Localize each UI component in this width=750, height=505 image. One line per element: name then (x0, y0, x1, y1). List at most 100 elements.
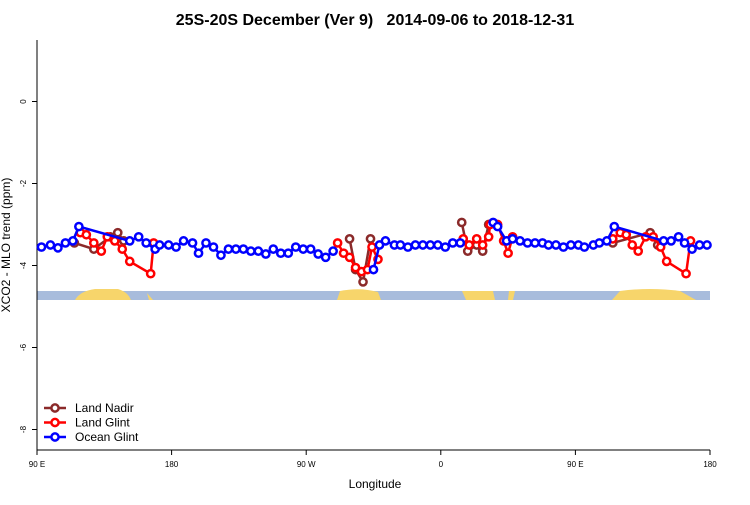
point (187, 238, 198, 248)
point (68, 236, 78, 246)
y-tick-label: -4 (19, 261, 28, 269)
land-mask (37, 289, 710, 300)
point (253, 246, 264, 256)
point (171, 242, 181, 252)
point (141, 238, 152, 248)
point (96, 246, 107, 256)
point (117, 244, 128, 254)
point (666, 236, 676, 246)
legend-label: Land Glint (75, 416, 130, 430)
point (621, 229, 632, 240)
point (365, 234, 376, 244)
point (566, 240, 576, 250)
legend-label: Land Nadir (75, 401, 134, 415)
point (201, 238, 211, 248)
x-tick-label: 90 W (297, 460, 316, 469)
point (633, 246, 644, 256)
point (456, 217, 467, 228)
point (36, 242, 47, 252)
legend-marker (50, 403, 60, 413)
point (627, 240, 638, 250)
point (702, 240, 712, 250)
point (507, 234, 518, 244)
point (124, 236, 135, 246)
point (594, 238, 605, 248)
x-tick-label: 0 (439, 460, 444, 469)
point (81, 229, 92, 240)
y-tick-label: -2 (19, 179, 28, 187)
point (579, 242, 590, 252)
point (208, 242, 219, 252)
y-tick-label: -8 (19, 425, 28, 433)
point (380, 236, 391, 246)
point (395, 240, 406, 250)
point (609, 221, 620, 232)
point (681, 268, 691, 279)
point (124, 256, 135, 267)
point (410, 240, 421, 250)
point (298, 244, 309, 254)
land-blob (508, 291, 515, 300)
legend-marker (50, 417, 60, 428)
point (231, 244, 241, 254)
point (320, 252, 331, 263)
y-tick-label: -6 (19, 343, 28, 351)
point (418, 240, 428, 250)
point (53, 243, 63, 253)
point (503, 248, 513, 259)
land-blob (462, 291, 495, 300)
x-tick-label: 180 (703, 460, 717, 469)
point (275, 248, 286, 259)
point (223, 244, 234, 254)
point (368, 264, 379, 275)
point (679, 238, 690, 248)
point (88, 238, 99, 248)
point (440, 242, 451, 252)
point (74, 221, 84, 232)
point (464, 240, 475, 250)
point (530, 238, 540, 248)
point (522, 238, 533, 248)
point (246, 246, 256, 256)
point (558, 242, 569, 252)
point (403, 242, 413, 252)
point (471, 234, 482, 244)
point (332, 238, 343, 248)
point (193, 248, 204, 259)
point (45, 240, 56, 250)
point (432, 240, 443, 250)
point (344, 252, 355, 263)
point (133, 231, 144, 242)
point (447, 238, 458, 248)
point (305, 244, 316, 254)
x-tick-label: 180 (165, 460, 179, 469)
y-axis-label: XCO2 - MLO trend (ppm) (0, 178, 13, 313)
chart-title: 25S-20S December (Ver 9) 2014-09-06 to 2… (176, 12, 575, 29)
land-blob (337, 289, 381, 300)
legend-marker (50, 432, 60, 442)
point (492, 221, 503, 232)
x-tick-label: 90 E (29, 460, 45, 469)
point (290, 242, 301, 252)
point (344, 234, 355, 244)
point (515, 236, 525, 246)
point (60, 238, 71, 248)
point (477, 240, 488, 250)
point (551, 240, 561, 250)
point (216, 250, 226, 261)
point (658, 236, 669, 246)
x-axis-label: Longitude (349, 477, 402, 491)
point (145, 268, 156, 279)
land-blob (612, 289, 696, 300)
point (425, 240, 436, 250)
point (238, 244, 249, 254)
point (358, 277, 368, 287)
point (260, 249, 271, 259)
point (313, 249, 324, 259)
point (154, 240, 165, 250)
point (673, 231, 684, 242)
point (455, 238, 466, 248)
y-tick-label: 0 (19, 99, 28, 104)
point (694, 240, 705, 250)
point (163, 240, 174, 250)
